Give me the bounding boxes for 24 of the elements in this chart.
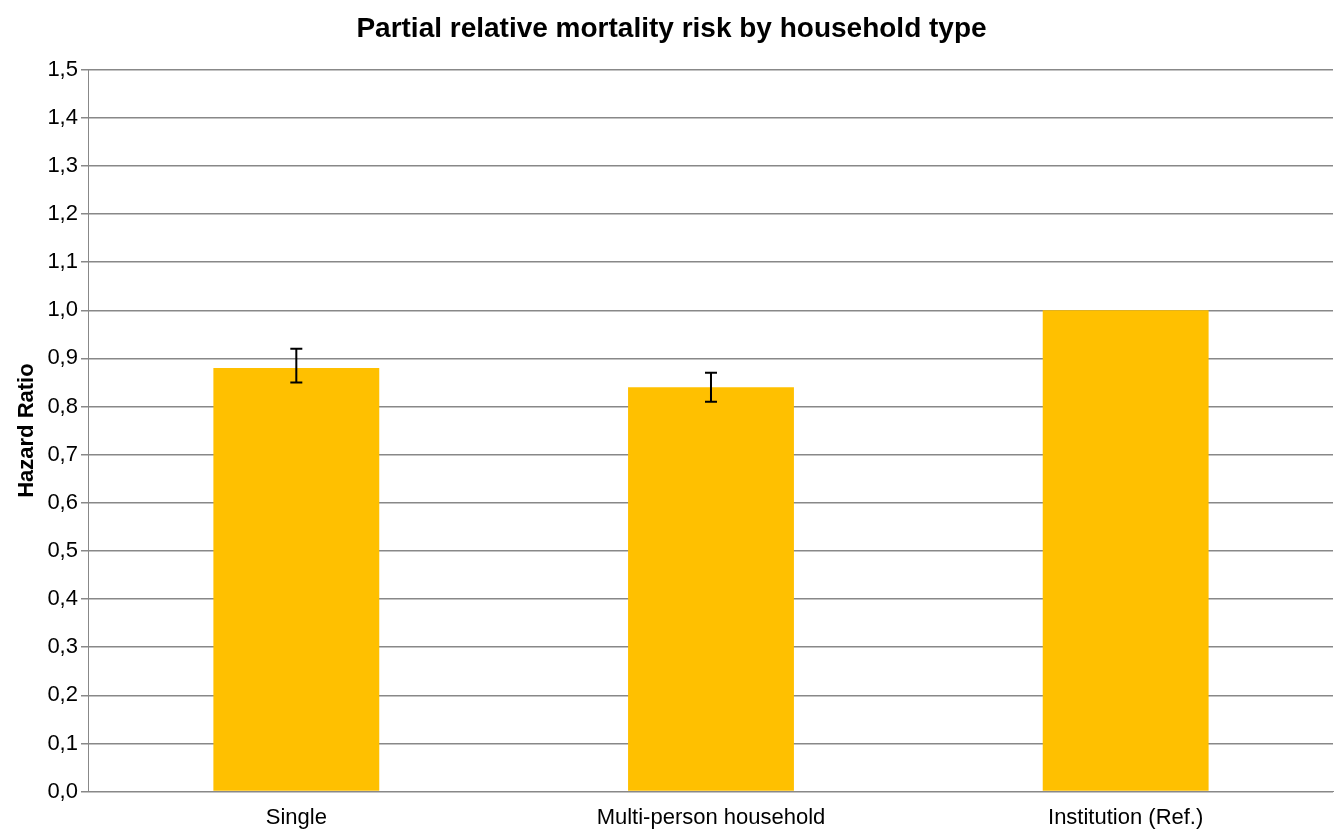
x-tick-label: Multi-person household [596, 803, 826, 829]
y-tick-label: 0,9 [47, 344, 78, 370]
chart-title: Partial relative mortality risk by household type [356, 11, 987, 43]
y-tick-label: 0,6 [47, 488, 78, 514]
y-tick-label: 1,5 [47, 55, 78, 81]
bar [628, 387, 794, 791]
x-tick-label: Single [265, 803, 327, 829]
bar [1042, 310, 1209, 791]
y-tick-label: 1,2 [47, 200, 78, 226]
y-tick-label: 0,8 [47, 392, 78, 418]
y-tick-label: 0,4 [47, 585, 78, 611]
y-tick-label: 0,3 [47, 633, 78, 659]
bar [213, 368, 380, 791]
y-tick-label: 0,2 [47, 681, 78, 707]
y-tick-label: 0,1 [47, 729, 78, 755]
y-tick-label: 1,3 [47, 151, 78, 177]
y-tick-label: 0,0 [47, 777, 78, 803]
x-tick-label: Institution (Ref.) [1048, 803, 1204, 829]
y-tick-label: 1,0 [47, 296, 78, 322]
y-axis-title: Hazard Ratio [13, 363, 39, 498]
y-tick-label: 0,7 [47, 440, 78, 466]
y-tick-label: 1,4 [47, 103, 78, 129]
y-tick-label: 1,1 [47, 248, 78, 274]
y-tick-label: 0,5 [47, 537, 78, 562]
